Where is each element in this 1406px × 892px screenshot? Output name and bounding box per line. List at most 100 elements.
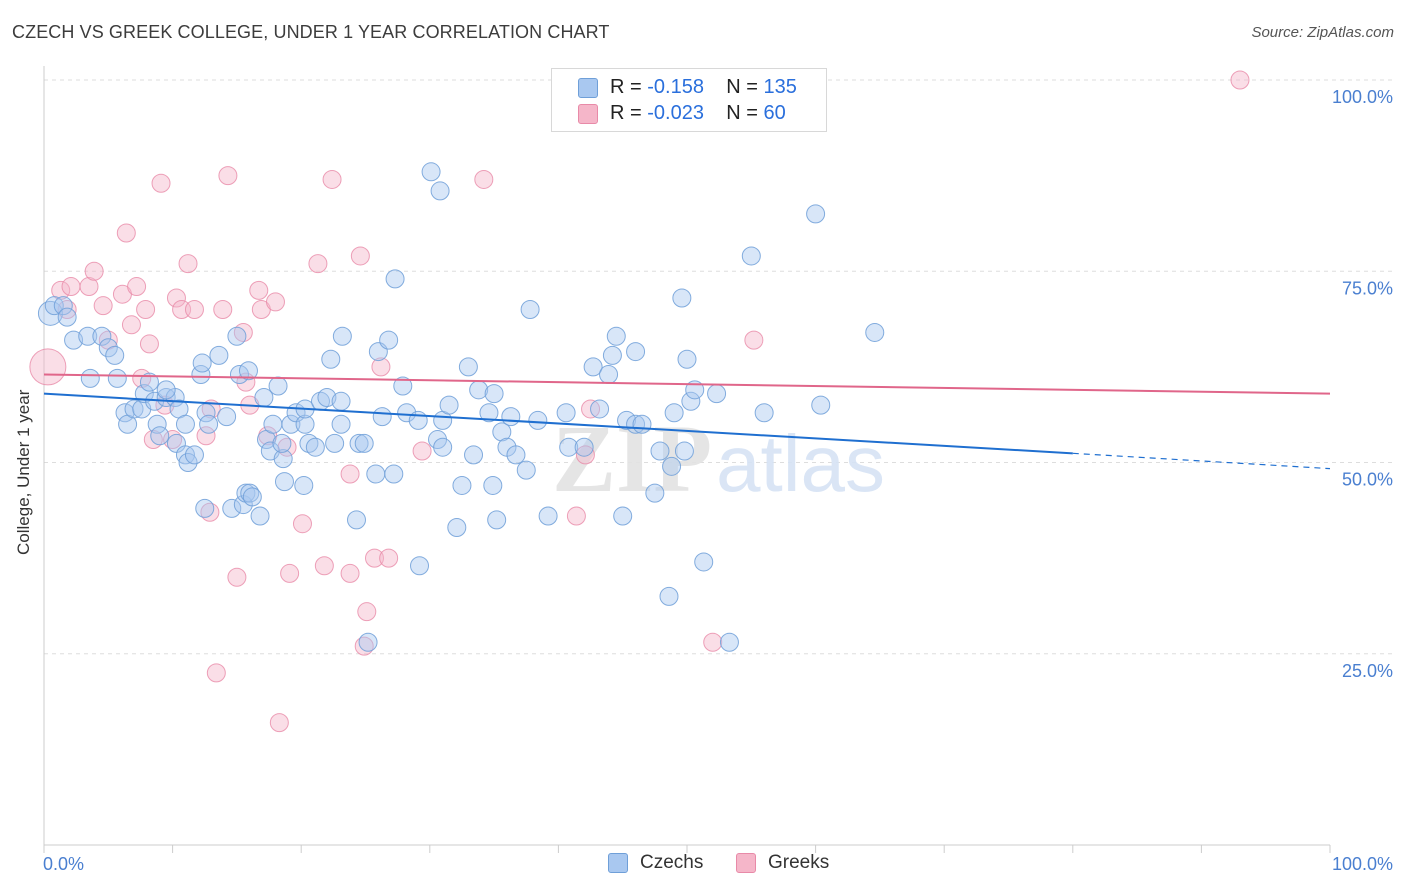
greek-point xyxy=(93,296,113,316)
czech-point xyxy=(209,345,229,365)
greek-point xyxy=(166,288,186,308)
czech-point xyxy=(268,376,288,396)
czech-point xyxy=(317,387,337,407)
czech-legend-swatch xyxy=(608,853,628,873)
greek-point xyxy=(218,166,238,186)
czech-point xyxy=(78,326,98,346)
czech-point xyxy=(452,475,472,495)
greek-point xyxy=(121,315,141,335)
greek-legend-label: Greeks xyxy=(768,852,830,873)
czech-point xyxy=(492,422,512,442)
czech-point xyxy=(397,403,417,423)
czech-point xyxy=(358,632,378,652)
czech-point xyxy=(184,445,204,465)
czech-point xyxy=(433,437,453,457)
czech-point xyxy=(178,453,198,472)
czech-point xyxy=(626,342,646,362)
czech-point xyxy=(677,349,697,369)
czech-point xyxy=(53,296,73,316)
greek-point xyxy=(365,548,385,568)
czech-point xyxy=(379,330,399,350)
czech-point xyxy=(195,498,215,518)
greek-point xyxy=(566,506,586,526)
greek-point xyxy=(29,348,67,386)
czech-point xyxy=(613,506,633,526)
czech-point xyxy=(754,403,774,423)
czech-point xyxy=(64,330,84,350)
czech-point xyxy=(806,204,826,224)
czech-point xyxy=(175,414,195,434)
y-axis-label: College, Under 1 year xyxy=(14,389,33,555)
czech-point xyxy=(57,307,77,327)
n-label: N = xyxy=(726,102,764,124)
czech-point xyxy=(865,322,885,342)
czech-point xyxy=(464,445,484,465)
czech-point xyxy=(741,246,761,266)
czech-point xyxy=(242,487,262,507)
czech-point xyxy=(305,437,325,457)
greek-point xyxy=(136,300,156,319)
chart-title: CZECH VS GREEK COLLEGE, UNDER 1 YEAR COR… xyxy=(12,22,610,42)
x-tick-label: 0.0% xyxy=(43,854,84,874)
greek-point xyxy=(340,563,360,583)
czech-point xyxy=(719,632,739,652)
czech-point xyxy=(98,338,118,358)
czech-trend-line xyxy=(43,392,1073,455)
greek-point xyxy=(184,300,204,319)
czech-point xyxy=(811,395,831,415)
czech-point xyxy=(281,414,301,434)
czech-point xyxy=(366,464,386,484)
czech-r-value: -0.158 xyxy=(647,76,704,98)
grid-lines xyxy=(44,79,1392,655)
trend-lines xyxy=(43,373,1331,470)
czech-point xyxy=(556,403,576,423)
greek-point xyxy=(116,223,136,243)
czech-point xyxy=(222,498,242,518)
greek-point xyxy=(474,169,494,189)
czech-point xyxy=(487,510,507,530)
czech-point xyxy=(199,414,219,434)
czech-point xyxy=(274,472,294,492)
greek-n-value: 60 xyxy=(763,102,786,124)
czech-point xyxy=(325,433,345,453)
czech-point xyxy=(681,391,701,411)
greek-legend-swatch xyxy=(736,853,756,873)
czech-point xyxy=(192,353,212,373)
r-label: R = xyxy=(610,102,648,124)
czech-point xyxy=(105,345,125,365)
czech-point xyxy=(410,556,430,576)
czech-point xyxy=(321,349,341,369)
greek-point xyxy=(322,169,342,189)
czech-point xyxy=(483,475,503,495)
czech-point xyxy=(602,345,622,365)
x-tick-label: 100.0% xyxy=(1332,854,1393,874)
y-tick-label: 25.0% xyxy=(1342,661,1393,681)
czech-point xyxy=(520,300,540,319)
greek-point xyxy=(178,254,198,274)
czech-point xyxy=(80,368,100,388)
czech-legend-label: Czechs xyxy=(640,852,704,873)
czech-point xyxy=(263,414,283,434)
czech-point xyxy=(439,395,459,415)
czech-point xyxy=(501,407,521,427)
czech-point xyxy=(107,368,127,388)
greek-point xyxy=(744,330,764,350)
czech-point xyxy=(559,437,579,457)
greek-point xyxy=(79,277,99,297)
czech-point xyxy=(294,475,314,495)
stats-legend: R = -0.158 N = 135 R = -0.023 N = 60 xyxy=(551,68,827,132)
czech-point xyxy=(645,483,665,503)
czech-point xyxy=(273,449,293,469)
y-tick-label: 75.0% xyxy=(1342,278,1393,298)
greek-point xyxy=(371,357,391,377)
greek-point xyxy=(151,173,171,193)
czech-point xyxy=(685,380,705,400)
greek-point xyxy=(196,426,216,446)
y-tick-label: 100.0% xyxy=(1332,87,1393,107)
czech-point xyxy=(346,510,366,530)
czech-point xyxy=(664,403,684,423)
greek-point xyxy=(213,300,233,319)
greek-point xyxy=(206,663,226,683)
czech-point xyxy=(528,410,548,430)
